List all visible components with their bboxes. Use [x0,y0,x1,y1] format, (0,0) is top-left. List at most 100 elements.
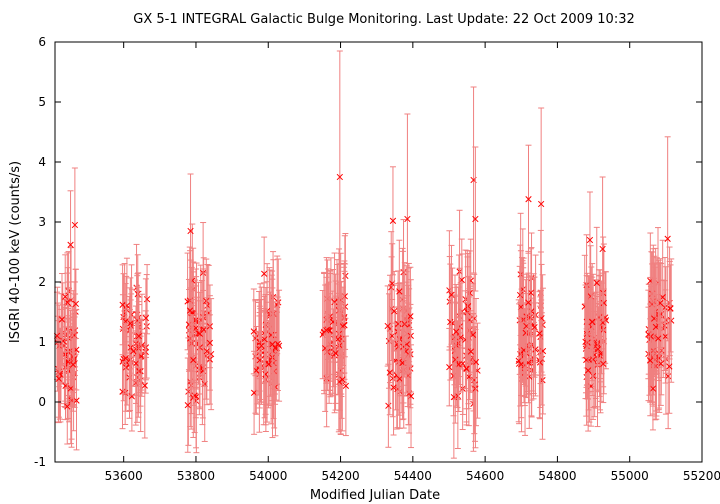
marker-x [323,327,330,334]
data-point [141,332,148,439]
marker-x [187,227,194,235]
data-point [204,263,211,348]
data-point [336,50,343,304]
data-point [196,291,204,376]
data-point [467,310,475,393]
data-point [452,295,459,424]
data-point [58,273,66,366]
y-tick-label: -1 [34,455,46,469]
marker-x [64,403,71,410]
marker-x [453,328,460,335]
plot-area [53,50,675,459]
marker-x [536,330,543,337]
data-point [389,166,397,276]
marker-x [191,392,198,399]
marker-x [261,336,268,343]
marker-x [655,335,662,342]
marker-x [72,300,80,308]
data-point [186,250,194,371]
data-point [72,268,80,339]
marker-x [261,270,268,277]
marker-x [384,322,391,330]
data-point [516,244,524,346]
marker-x [584,339,591,346]
data-point [192,268,200,388]
data-point [261,295,268,383]
data-point [532,302,539,397]
marker-x [196,330,204,337]
data-point [185,278,193,371]
marker-x [119,301,126,308]
x-tick-label: 55200 [683,469,720,483]
marker-x [666,363,673,370]
data-point [62,254,69,340]
marker-x [203,348,211,355]
marker-x [185,321,193,328]
data-point [339,327,346,432]
y-axis: -1 0 1 2 3 4 5 6 [34,35,702,469]
marker-x [389,217,397,224]
marker-x [73,397,80,404]
data-point [388,231,395,344]
marker-x [65,358,72,365]
data-point [69,317,77,412]
data-point [594,306,602,393]
marker-x [395,320,402,328]
marker-x [342,382,350,389]
marker-x [518,361,525,368]
data-point [400,297,407,396]
data-point [655,298,662,379]
data-point [390,339,397,436]
data-point [652,282,660,372]
data-point [132,322,140,404]
y-tick-label: 0 [38,395,46,409]
marker-x [586,236,594,244]
marker-x [71,221,79,229]
marker-x [186,307,194,314]
marker-x [400,343,407,350]
data-point [55,339,63,418]
data-point [453,284,460,380]
data-point [472,146,479,292]
data-point [586,191,594,289]
y-tick-label: 6 [38,35,46,49]
marker-x [600,299,608,307]
data-point [464,252,472,360]
marker-x [141,382,148,389]
data-point [463,312,470,426]
marker-x [472,215,479,223]
marker-x [522,329,529,337]
data-point [135,287,142,386]
marker-x [62,293,69,300]
marker-x [452,356,459,363]
plot-frame [54,41,703,463]
marker-x [339,376,346,383]
data-point [385,363,392,448]
marker-x [391,308,398,315]
marker-x [538,200,545,208]
data-point [207,298,215,411]
marker-x [585,367,592,374]
data-point [67,190,74,300]
marker-x [130,348,137,355]
marker-x [647,357,654,364]
marker-x [67,241,74,248]
chart-title: GX 5-1 INTEGRAL Galactic Bulge Monitorin… [133,12,635,27]
marker-x [250,328,257,335]
data-point [404,113,411,325]
marker-x [527,289,535,296]
data-point [250,288,257,375]
marker-x [143,296,151,303]
marker-x [331,298,338,306]
data-point [667,264,674,353]
marker-x [262,371,269,378]
data-point [522,279,529,387]
marker-x [390,384,397,391]
data-point [391,270,398,352]
marker-x [204,302,211,309]
marker-x [448,291,455,298]
data-point [257,308,264,403]
marker-x [386,369,393,376]
marker-x [192,325,200,332]
